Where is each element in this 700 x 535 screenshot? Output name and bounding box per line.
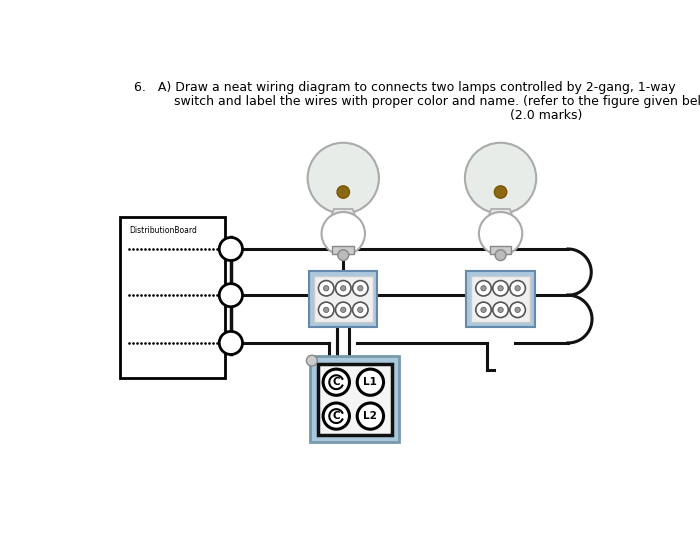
Text: switch and label the wires with proper color and name. (refer to the figure give: switch and label the wires with proper c… [146,95,700,108]
Circle shape [318,280,334,296]
Circle shape [323,403,349,429]
Circle shape [337,186,349,198]
Bar [466,271,535,327]
Circle shape [476,280,491,296]
Bar [318,364,392,434]
Bar [120,217,225,378]
Circle shape [321,212,365,255]
Bar [309,271,377,327]
Text: 6.   A) Draw a neat wiring diagram to connects two lamps controlled by 2-gang, 1: 6. A) Draw a neat wiring diagram to conn… [134,81,676,94]
Circle shape [307,143,379,213]
Bar [314,276,372,322]
Polygon shape [328,209,358,226]
Circle shape [323,286,329,291]
Text: L2: L2 [363,411,377,421]
Circle shape [340,286,346,291]
Circle shape [493,302,508,318]
Circle shape [358,286,363,291]
Text: C: C [332,377,340,387]
Polygon shape [485,209,516,226]
Text: DistributionBoard: DistributionBoard [130,226,197,235]
Circle shape [318,302,334,318]
Circle shape [335,280,351,296]
Circle shape [498,307,503,312]
Circle shape [219,331,242,355]
Circle shape [307,355,317,366]
Circle shape [219,238,242,261]
Circle shape [357,369,384,395]
Circle shape [510,302,526,318]
Text: (2.0 marks): (2.0 marks) [510,109,582,122]
Bar [471,276,530,322]
Circle shape [353,302,368,318]
Circle shape [495,250,506,261]
Circle shape [481,307,486,312]
Circle shape [515,286,520,291]
Text: C: C [332,411,340,421]
Bar [310,356,400,442]
Circle shape [353,280,368,296]
Circle shape [510,280,526,296]
Circle shape [335,302,351,318]
Circle shape [323,369,349,395]
Circle shape [358,307,363,312]
Circle shape [494,186,507,198]
Circle shape [479,212,522,255]
Circle shape [338,250,349,261]
Circle shape [476,302,491,318]
Circle shape [515,307,520,312]
Circle shape [219,284,242,307]
Circle shape [357,403,384,429]
Bar [332,246,354,254]
Bar [490,246,512,254]
Circle shape [493,280,508,296]
Circle shape [498,286,503,291]
Circle shape [340,307,346,312]
Circle shape [481,286,486,291]
Circle shape [323,307,329,312]
Text: L1: L1 [363,377,377,387]
Circle shape [465,143,536,213]
